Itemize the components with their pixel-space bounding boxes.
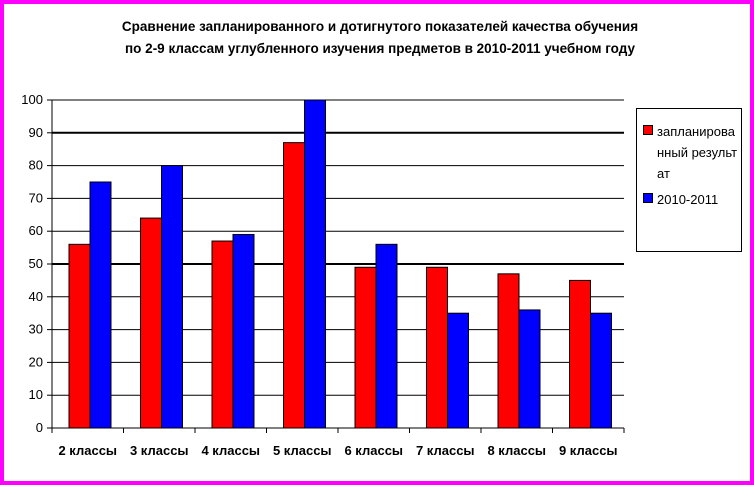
bar-achieved-5: [304, 99, 326, 429]
axes: [47, 99, 625, 433]
legend-item-planned: запланированный результат: [643, 121, 741, 184]
y-tick-label-10: 10: [29, 387, 43, 402]
bar-planned-7: [426, 266, 448, 429]
bar-planned-6: [354, 266, 377, 429]
x-tick-label-6: 6 классы: [344, 443, 403, 458]
x-tick-label-4: 4 классы: [201, 443, 260, 458]
chart-title: Сравнение запланированного и дотигнутого…: [60, 16, 700, 60]
x-tick-label-8: 8 классы: [487, 443, 546, 458]
x-tick-label-7: 7 классы: [416, 443, 475, 458]
x-tick-label-5: 5 классы: [273, 443, 332, 458]
y-tick-label-0: 0: [36, 420, 43, 435]
legend-swatch-achieved: [643, 193, 653, 203]
y-tick-label-40: 40: [29, 289, 43, 304]
y-tick-label-90: 90: [29, 125, 43, 140]
bar-achieved-6: [375, 243, 398, 429]
legend-label-achieved: 2010-2011: [657, 192, 719, 207]
bar-planned-5: [283, 142, 305, 429]
bar-achieved-3: [161, 165, 183, 429]
y-tick-label-50: 50: [29, 256, 43, 271]
bar-planned-2: [68, 243, 91, 429]
bar-achieved-2: [89, 181, 112, 429]
bar-achieved-9: [590, 312, 612, 429]
bar-planned-9: [569, 279, 591, 429]
y-tick-label-80: 80: [29, 158, 43, 173]
legend-swatch-planned: [643, 125, 653, 135]
y-tick-label-30: 30: [29, 322, 43, 337]
y-tick-label-70: 70: [29, 190, 43, 205]
chart-title-line-1: Сравнение запланированного и дотигнутого…: [121, 19, 639, 34]
y-tick-labels: 0 10 20 30 40 50 60 70 80 90 100: [21, 92, 43, 435]
bar-achieved-7: [447, 312, 469, 429]
x-tick-label-2: 2 классы: [58, 443, 117, 458]
bar-planned-3: [140, 217, 162, 429]
x-tick-label-9: 9 классы: [559, 443, 618, 458]
y-tick-label-60: 60: [29, 223, 43, 238]
x-tick-label-3: 3 классы: [130, 443, 189, 458]
bar-achieved-4: [232, 233, 255, 429]
y-tick-label-100: 100: [21, 92, 43, 107]
y-tick-label-20: 20: [29, 354, 43, 369]
bar-achieved-8: [518, 309, 541, 429]
bar-planned-8: [497, 273, 520, 429]
legend: запланированный результат 2010-2011: [636, 108, 742, 252]
bars: [68, 99, 612, 429]
legend-label-planned: запланированный результат: [657, 124, 738, 181]
x-tick-labels: 2 классы 3 классы 4 классы 5 классы 6 классы…: [58, 443, 617, 458]
legend-item-achieved: 2010-2011: [643, 189, 741, 210]
chart-title-line-2: по 2-9 классам углубленного изучения пре…: [125, 41, 635, 56]
bar-planned-4: [211, 240, 234, 429]
